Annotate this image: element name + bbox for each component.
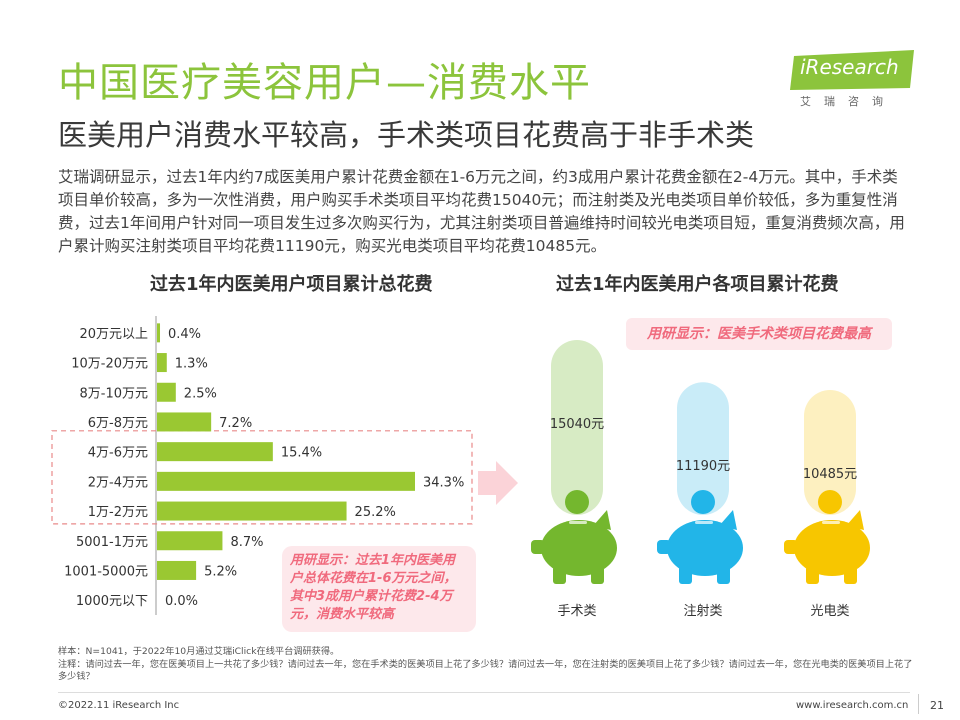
page-divider [918, 694, 919, 714]
category-label: 8万-10万元 [79, 386, 148, 401]
right-chart-title: 过去1年内医美用户各项目累计花费 [556, 274, 839, 295]
piggy-bank-icon [531, 490, 617, 584]
bar [157, 531, 223, 551]
bar-value-label: 2.5% [184, 386, 217, 401]
right-callout: 用研显示：医美手术类项目花费最高 [626, 318, 892, 350]
column-value-label: 10485元 [803, 467, 857, 482]
page-number: 21 [930, 699, 944, 712]
page-subtitle: 医美用户消费水平较高，手术类项目花费高于非手术类 [58, 118, 755, 152]
logo-subtext: 艾瑞咨询 [800, 95, 896, 108]
category-label: 2万-4万元 [88, 475, 148, 490]
category-label: 4万-6万元 [88, 446, 148, 461]
logo-text: iResearch [800, 55, 899, 79]
category-label: 1000元以下 [76, 594, 148, 609]
left-chart-title: 过去1年内医美用户项目累计总花费 [150, 274, 433, 295]
bar [157, 471, 415, 491]
bar [157, 353, 167, 373]
category-label: 手术类 [557, 604, 596, 619]
highlight-box [51, 430, 473, 525]
bar-value-label: 25.2% [355, 505, 396, 520]
arrow-right-icon [478, 461, 518, 505]
value-column [677, 382, 729, 515]
category-label: 6万-8万元 [88, 416, 148, 431]
page-title: 中国医疗美容用户—消费水平 [58, 60, 591, 106]
bar-value-label: 15.4% [281, 446, 322, 461]
website-link[interactable]: www.iresearch.com.cn [796, 700, 909, 711]
bar-value-label: 34.3% [423, 475, 464, 490]
bar [157, 382, 176, 402]
bar-value-label: 5.2% [204, 564, 237, 579]
footnote: 样本：N=1041，于2022年10月通过艾瑞iClick在线平台调研获得。 注… [58, 646, 918, 684]
category-label: 20万元以上 [79, 327, 148, 342]
category-label: 1001-5000元 [64, 564, 148, 579]
bar [157, 412, 212, 432]
iresearch-logo: iResearch 艾瑞咨询 [790, 50, 920, 112]
value-column [551, 340, 603, 515]
category-label: 1万-2万元 [88, 505, 148, 520]
left-callout: 用研显示：过去1年内医美用户总体花费在1-6万元之间，其中3成用户累计花费2-4… [282, 546, 476, 632]
question-note: 注释：请问过去一年，您在医美项目上一共花了多少钱？请问过去一年，您在手术类的医美… [58, 658, 913, 683]
bar-value-label: 8.7% [230, 535, 263, 550]
bar [157, 323, 161, 343]
bar-value-label: 1.3% [175, 357, 208, 372]
logo-background-icon [790, 50, 914, 90]
category-label: 注射类 [683, 603, 722, 619]
intro-paragraph: 艾瑞调研显示，过去1年内约7成医美用户累计花费金额在1-6万元之间，约3成用户累… [58, 168, 905, 255]
bar-value-label: 0.4% [168, 327, 201, 342]
footer-divider [58, 692, 910, 693]
copyright: ©2022.11 iResearch Inc [58, 700, 180, 711]
bar [157, 442, 273, 462]
value-column [804, 389, 856, 515]
piggy-bank-icon [657, 490, 743, 584]
column-value-label: 11190元 [676, 459, 730, 474]
category-label: 光电类 [810, 604, 849, 619]
category-label: 10万-20万元 [71, 357, 148, 372]
spending-bar-chart: 20万元以上 0.4% 10万-20万元 1.3% 8万-10万元 2.5% 6万-8万元 7… [51, 316, 473, 615]
category-label: 5001-1万元 [76, 535, 148, 550]
sample-note: 样本：N=1041，于2022年10月通过艾瑞iClick在线平台调研获得。 [58, 646, 340, 657]
column-value-label: 15040元 [550, 417, 604, 432]
bar [157, 501, 347, 521]
piggy-bank-icon [784, 490, 870, 584]
bar-value-label: 7.2% [219, 416, 252, 431]
bar-value-label: 0.0% [165, 594, 198, 609]
bar [157, 560, 197, 580]
